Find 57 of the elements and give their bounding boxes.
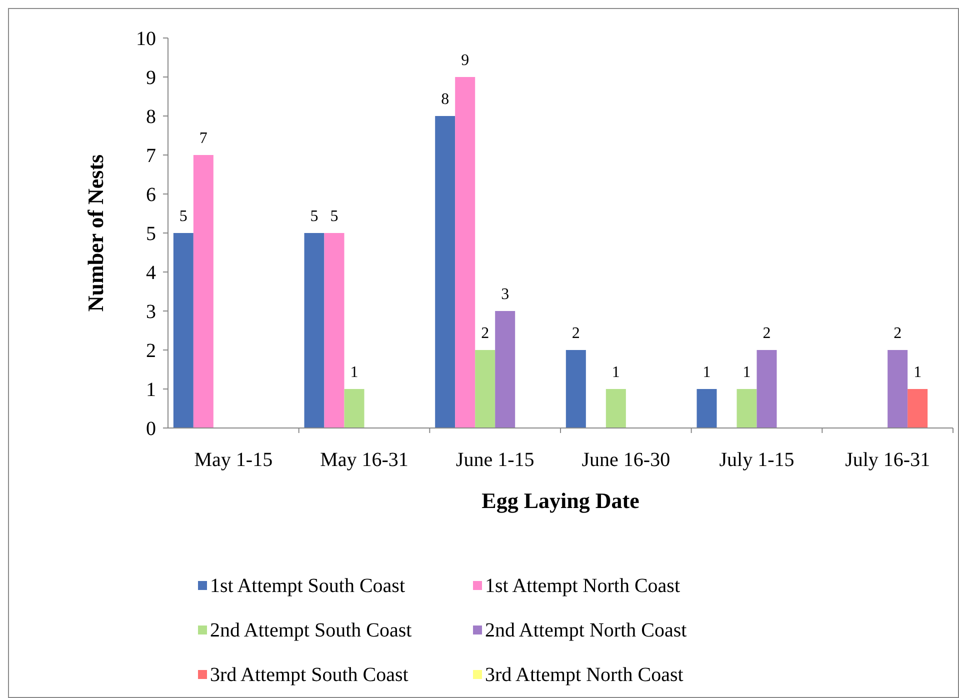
y-tick-label: 6 — [146, 184, 156, 206]
data-label: 8 — [441, 91, 450, 108]
x-axis-title: Egg Laying Date — [482, 488, 640, 513]
data-label: 1 — [914, 364, 922, 381]
data-label: 1 — [612, 364, 620, 381]
data-label: 3 — [501, 286, 510, 303]
bar — [756, 350, 777, 428]
y-tick-label: 2 — [146, 340, 156, 362]
data-label: 7 — [199, 130, 208, 147]
data-label: 5 — [179, 208, 188, 225]
data-label: 2 — [481, 325, 490, 342]
data-label: 1 — [702, 364, 711, 381]
bar — [475, 350, 496, 428]
x-tick-label: May 1-15 — [194, 449, 273, 471]
bar — [304, 233, 324, 428]
y-axis-title: Number of Nests — [83, 154, 108, 312]
bar — [908, 389, 928, 428]
legend-label: 2nd Attempt North Coast — [485, 620, 688, 642]
y-tick-label: 7 — [146, 145, 156, 167]
y-tick-label: 5 — [146, 223, 156, 245]
bar — [606, 389, 626, 428]
y-tick-label: 0 — [146, 418, 156, 440]
bar — [566, 350, 586, 428]
x-tick-label: May 16-31 — [320, 449, 408, 471]
y-tick-label: 8 — [146, 106, 156, 128]
data-label: 1 — [742, 364, 751, 381]
x-tick-label: July 16-31 — [845, 449, 930, 471]
y-tick-label: 1 — [146, 379, 156, 401]
y-tick-label: 10 — [136, 28, 156, 50]
bar — [455, 77, 476, 428]
legend-label: 3rd Attempt South Coast — [210, 664, 409, 686]
bar — [696, 389, 717, 428]
data-label: 5 — [310, 208, 318, 225]
bar — [344, 389, 364, 428]
data-label: 2 — [572, 325, 580, 342]
bar — [435, 116, 456, 428]
bar — [173, 233, 194, 428]
bar — [495, 311, 516, 428]
y-tick-label: 4 — [146, 262, 156, 284]
bar — [324, 233, 344, 428]
data-label: 1 — [350, 364, 358, 381]
y-tick-label: 3 — [146, 301, 156, 323]
legend-label: 2nd Attempt South Coast — [210, 620, 412, 642]
legend-label: 1st Attempt South Coast — [210, 575, 406, 597]
legend-label: 1st Attempt North Coast — [485, 575, 680, 597]
bar — [888, 350, 908, 428]
data-label: 2 — [894, 325, 902, 342]
bar — [736, 389, 757, 428]
data-label: 9 — [461, 52, 470, 69]
bar — [193, 155, 214, 428]
legend-label: 3rd Attempt North Coast — [485, 664, 684, 686]
x-tick-label: July 1-15 — [719, 449, 794, 471]
data-label: 5 — [330, 208, 338, 225]
x-tick-label: June 1-15 — [456, 449, 534, 471]
y-tick-label: 9 — [146, 67, 156, 89]
data-label: 2 — [762, 325, 771, 342]
x-tick-label: June 16-30 — [582, 449, 670, 471]
